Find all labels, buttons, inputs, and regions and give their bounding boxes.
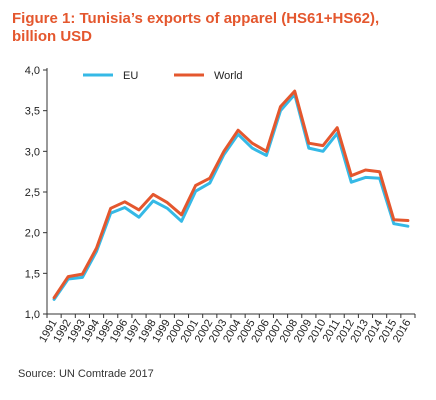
axes <box>46 68 415 315</box>
y-tick-label: 2,0 <box>25 228 40 240</box>
y-tick-label: 1,5 <box>25 268 40 280</box>
y-tick-label: 2,5 <box>25 187 40 199</box>
y-tick-label: 3,5 <box>25 106 40 118</box>
legend: EU World <box>83 70 243 82</box>
legend-label-eu: EU <box>123 70 138 82</box>
y-tick-label: 1,0 <box>25 309 40 321</box>
series-lines <box>52 89 410 301</box>
source-note: Source: UN Comtrade 2017 <box>18 368 154 380</box>
y-axis-ticks: 1,0 1,5 2,0 2,5 3,0 3,5 4,0 <box>25 65 47 321</box>
x-axis-ticks: 1991199219931994199519961997199819992000… <box>37 314 416 345</box>
legend-label-world: World <box>214 70 243 82</box>
chart-title: Figure 1: Tunisia’s exports of apparel (… <box>12 10 432 46</box>
series-line-eu <box>52 92 410 301</box>
y-tick-label: 3,0 <box>25 146 40 158</box>
y-tick-label: 4,0 <box>25 65 40 77</box>
chart-title-line-2: billion USD <box>12 28 92 45</box>
chart-title-line-1: Figure 1: Tunisia’s exports of apparel (… <box>12 10 380 27</box>
series-line-world <box>52 89 410 300</box>
